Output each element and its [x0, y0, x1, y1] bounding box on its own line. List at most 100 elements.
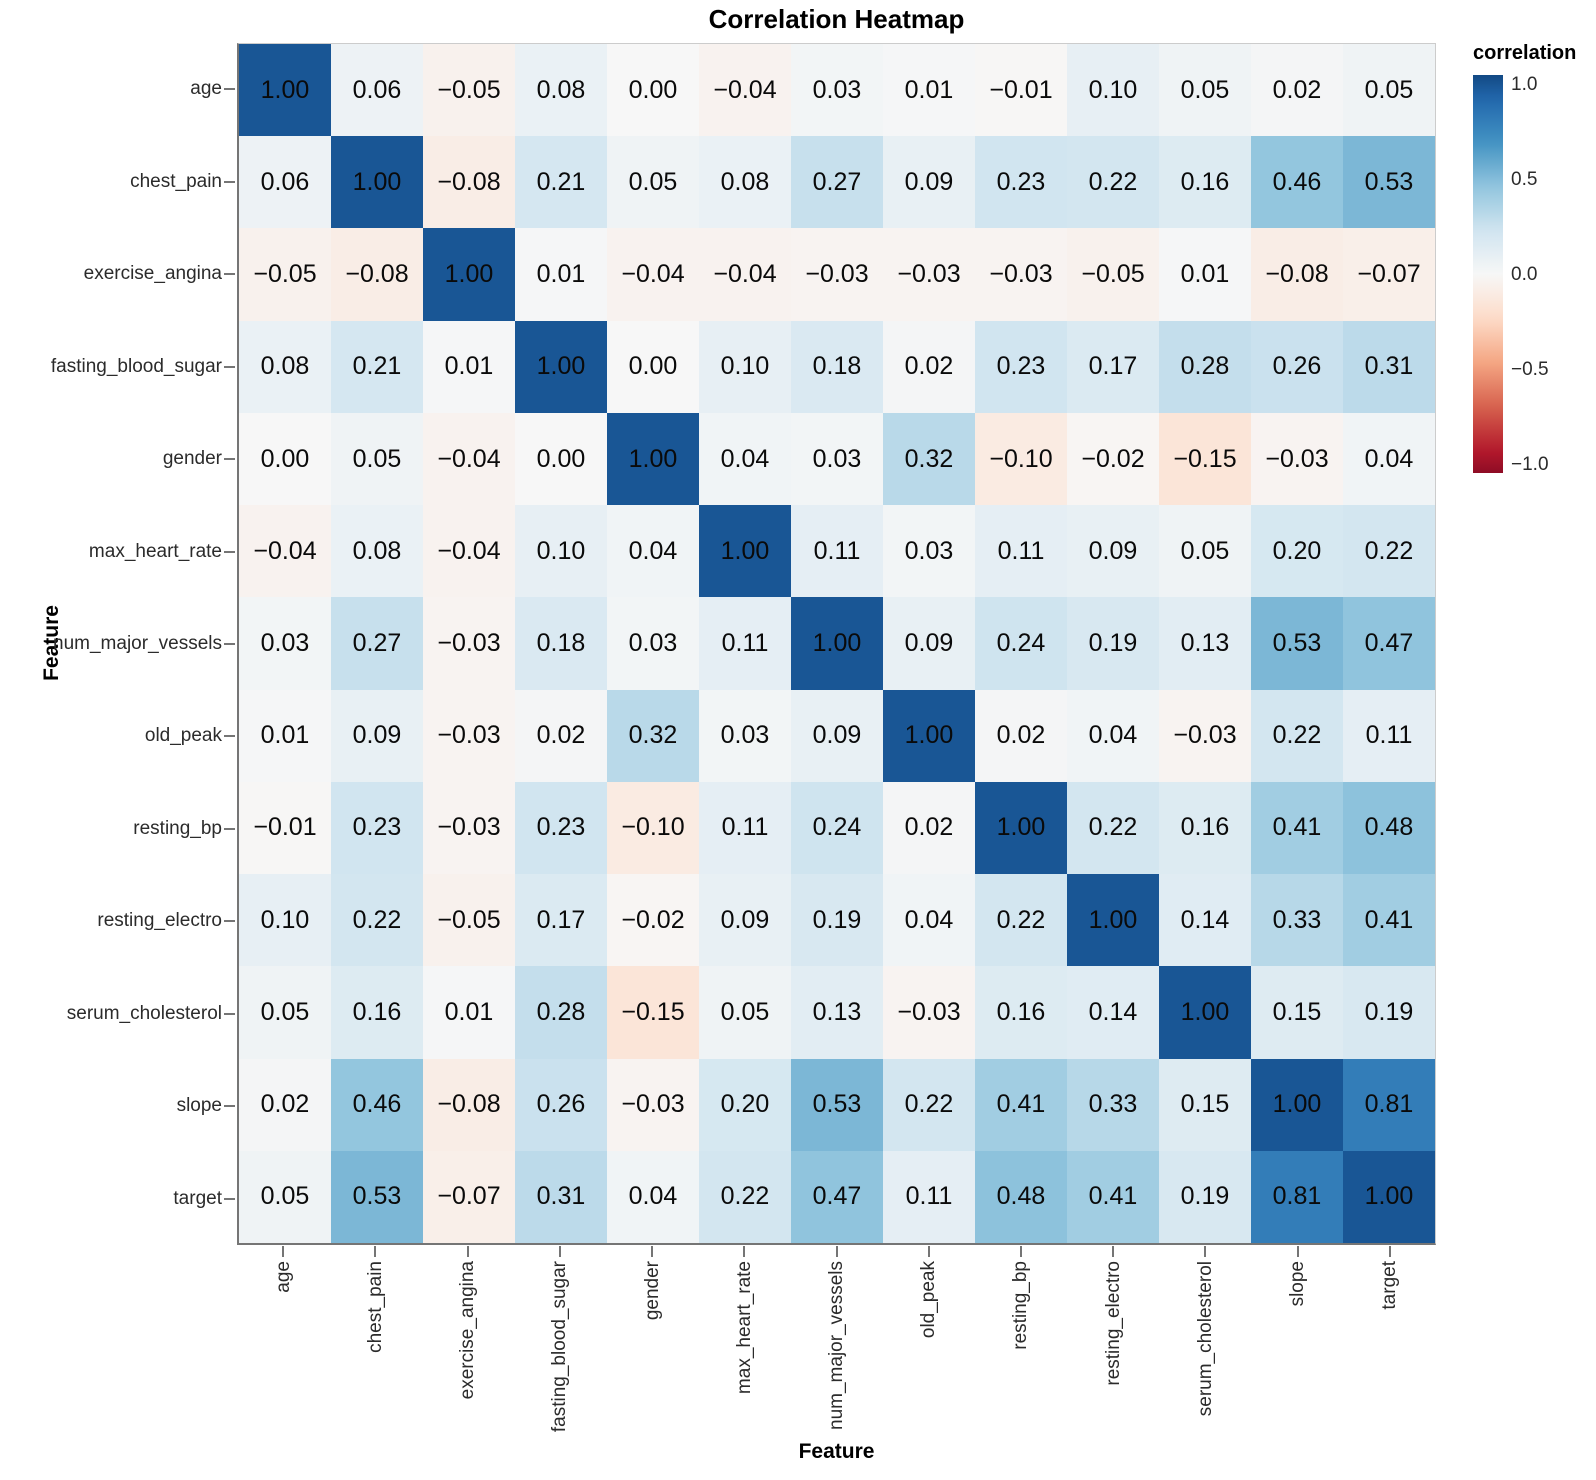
heatmap-cell-fasting_blood_sugar-old_peak: 0.02: [883, 320, 975, 413]
heatmap-cell-fasting_blood_sugar-chest_pain: 0.21: [331, 320, 423, 413]
x-tick-label-text-serum_cholesterol: serum_cholesterol: [1194, 1261, 1216, 1417]
heatmap-cell-resting_bp-resting_bp: 1.00: [975, 781, 1067, 875]
x-tick-resting_electro: [1112, 1246, 1115, 1257]
x-tick-age: [282, 1246, 285, 1257]
heatmap-cell-max_heart_rate-age: −0.04: [239, 505, 331, 598]
heatmap-cell-target-gender: 0.04: [607, 1150, 699, 1243]
heatmap-cell-fasting_blood_sugar-fasting_blood_sugar: 1.00: [515, 320, 607, 413]
colorbar-tick-label-0: 0.0: [1511, 264, 1538, 285]
heatmap-cell-fasting_blood_sugar-serum_cholesterol: 0.28: [1159, 320, 1251, 413]
heatmap-cell-resting_electro-num_major_vessels: 0.19: [791, 874, 883, 967]
heatmap-cell-age-num_major_vessels: 0.03: [791, 44, 883, 137]
heatmap-cell-age-target: 0.05: [1343, 44, 1435, 137]
y-tick-label-old_peak: old_peak: [144, 725, 222, 747]
heatmap-cell-resting_electro-resting_electro: 1.00: [1067, 874, 1159, 967]
heatmap-cell-age-age: 1.00: [239, 44, 331, 137]
heatmap-cell-age-gender: 0.00: [607, 44, 699, 137]
heatmap-cell-serum_cholesterol-serum_cholesterol: 1.00: [1159, 966, 1251, 1059]
y-tick-age: [224, 88, 235, 91]
heatmap-cell-target-resting_electro: 0.41: [1067, 1150, 1159, 1243]
x-tick-resting_bp: [1019, 1246, 1022, 1257]
x-tick-chest_pain: [374, 1246, 377, 1257]
heatmap-cell-gender-resting_bp: −0.10: [975, 412, 1067, 506]
heatmap-cell-chest_pain-serum_cholesterol: 0.16: [1159, 136, 1251, 229]
heatmap-cell-num_major_vessels-target: 0.47: [1343, 597, 1435, 690]
heatmap-cell-age-old_peak: 0.01: [883, 44, 975, 137]
heatmap-cell-max_heart_rate-old_peak: 0.03: [883, 505, 975, 598]
heatmap-cell-age-serum_cholesterol: 0.05: [1159, 44, 1251, 137]
x-tick-label-text-old_peak: old_peak: [918, 1261, 940, 1339]
heatmap-cell-num_major_vessels-fasting_blood_sugar: 0.18: [515, 597, 607, 690]
colorbar-tick-label--1: −1.0: [1511, 454, 1549, 475]
x-tick-label-text-target: target: [1379, 1261, 1401, 1310]
heatmap-cell-resting_electro-old_peak: 0.04: [883, 874, 975, 967]
heatmap-cell-chest_pain-max_heart_rate: 0.08: [699, 136, 791, 229]
colorbar-tick-label-0.5: 0.5: [1511, 169, 1538, 190]
y-tick-label-max_heart_rate: max_heart_rate: [88, 540, 222, 562]
heatmap-cell-exercise_angina-serum_cholesterol: 0.01: [1159, 228, 1251, 321]
heatmap-cell-slope-resting_bp: 0.41: [975, 1058, 1067, 1151]
legend-title: correlation: [1473, 42, 1577, 64]
heatmap-cell-chest_pain-slope: 0.46: [1251, 136, 1343, 229]
heatmap-cell-serum_cholesterol-exercise_angina: 0.01: [423, 966, 515, 1059]
x-tick-target: [1388, 1246, 1391, 1257]
heatmap-cell-serum_cholesterol-max_heart_rate: 0.05: [699, 966, 791, 1059]
heatmap-cell-target-num_major_vessels: 0.47: [791, 1150, 883, 1243]
heatmap-cell-max_heart_rate-chest_pain: 0.08: [331, 505, 423, 598]
heatmap-cell-exercise_angina-age: −0.05: [239, 228, 331, 321]
heatmap-cell-age-resting_electro: 0.10: [1067, 44, 1159, 137]
heatmap-cell-resting_electro-exercise_angina: −0.05: [423, 874, 515, 967]
x-tick-label-text-exercise_angina: exercise_angina: [457, 1261, 479, 1400]
heatmap-cell-chest_pain-resting_bp: 0.23: [975, 136, 1067, 229]
heatmap-cell-fasting_blood_sugar-max_heart_rate: 0.10: [699, 320, 791, 413]
heatmap-cell-resting_bp-exercise_angina: −0.03: [423, 781, 515, 875]
heatmap-cell-old_peak-exercise_angina: −0.03: [423, 689, 515, 782]
y-tick-gender: [224, 458, 235, 461]
heatmap-cell-gender-resting_electro: −0.02: [1067, 412, 1159, 506]
x-tick-slope: [1296, 1246, 1299, 1257]
heatmap-cell-chest_pain-exercise_angina: −0.08: [423, 136, 515, 229]
heatmap-cell-exercise_angina-num_major_vessels: −0.03: [791, 228, 883, 321]
heatmap-cell-gender-num_major_vessels: 0.03: [791, 412, 883, 506]
heatmap-cell-exercise_angina-old_peak: −0.03: [883, 228, 975, 321]
heatmap-cell-age-slope: 0.02: [1251, 44, 1343, 137]
heatmap-cell-resting_bp-num_major_vessels: 0.24: [791, 781, 883, 875]
heatmap-cell-resting_bp-serum_cholesterol: 0.16: [1159, 781, 1251, 875]
heatmap-cell-resting_bp-slope: 0.41: [1251, 781, 1343, 875]
heatmap-cell-resting_electro-fasting_blood_sugar: 0.17: [515, 874, 607, 967]
x-tick-serum_cholesterol: [1204, 1246, 1207, 1257]
heatmap-cell-max_heart_rate-fasting_blood_sugar: 0.10: [515, 505, 607, 598]
heatmap-cell-old_peak-gender: 0.32: [607, 689, 699, 782]
y-tick-fasting_blood_sugar: [224, 365, 235, 368]
x-tick-label-text-fasting_blood_sugar: fasting_blood_sugar: [549, 1261, 571, 1433]
heatmap-cell-old_peak-age: 0.01: [239, 689, 331, 782]
heatmap-cell-target-fasting_blood_sugar: 0.31: [515, 1150, 607, 1243]
heatmap-cell-slope-exercise_angina: −0.08: [423, 1058, 515, 1151]
heatmap-cell-exercise_angina-resting_bp: −0.03: [975, 228, 1067, 321]
heatmap-cell-fasting_blood_sugar-gender: 0.00: [607, 320, 699, 413]
heatmap-cell-slope-slope: 1.00: [1251, 1058, 1343, 1151]
heatmap-cell-exercise_angina-gender: −0.04: [607, 228, 699, 321]
colorbar-gradient: [1473, 75, 1503, 473]
y-tick-label-fasting_blood_sugar: fasting_blood_sugar: [50, 355, 222, 377]
heatmap-cell-chest_pain-target: 0.53: [1343, 136, 1435, 229]
heatmap-cell-target-serum_cholesterol: 0.19: [1159, 1150, 1251, 1243]
heatmap-cell-max_heart_rate-resting_electro: 0.09: [1067, 505, 1159, 598]
heatmap-cell-resting_bp-old_peak: 0.02: [883, 781, 975, 875]
heatmap-cell-serum_cholesterol-num_major_vessels: 0.13: [791, 966, 883, 1059]
heatmap-cell-serum_cholesterol-gender: −0.15: [607, 966, 699, 1059]
y-tick-label-resting_electro: resting_electro: [97, 910, 222, 932]
heatmap-cell-max_heart_rate-max_heart_rate: 1.00: [699, 505, 791, 598]
heatmap-cell-max_heart_rate-exercise_angina: −0.04: [423, 505, 515, 598]
y-tick-serum_cholesterol: [224, 1012, 235, 1015]
heatmap-cell-resting_bp-gender: −0.10: [607, 781, 699, 875]
y-tick-label-resting_bp: resting_bp: [133, 817, 222, 839]
y-tick-old_peak: [224, 735, 235, 738]
x-tick-label-text-gender: gender: [641, 1261, 663, 1321]
heatmap-cell-exercise_angina-fasting_blood_sugar: 0.01: [515, 228, 607, 321]
heatmap-cell-fasting_blood_sugar-resting_bp: 0.23: [975, 320, 1067, 413]
heatmap-cell-max_heart_rate-target: 0.22: [1343, 505, 1435, 598]
heatmap-cell-target-slope: 0.81: [1251, 1150, 1343, 1243]
heatmap-cell-resting_bp-fasting_blood_sugar: 0.23: [515, 781, 607, 875]
heatmap-cell-resting_electro-max_heart_rate: 0.09: [699, 874, 791, 967]
